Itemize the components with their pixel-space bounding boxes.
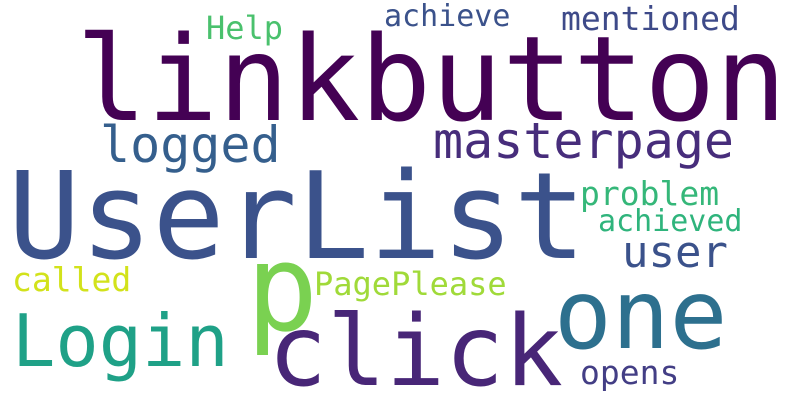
word-mentioned: mentioned: [561, 0, 740, 38]
word-linkbutton: linkbutton: [76, 10, 787, 148]
word-achieve: achieve: [384, 0, 511, 34]
word-opens: opens: [580, 353, 680, 392]
word-called: called: [12, 260, 132, 299]
word-userlist: UserList: [8, 148, 586, 287]
word-click: click: [268, 295, 564, 400]
word-login: Login: [12, 299, 229, 383]
word-achieved: achieved: [598, 204, 743, 239]
word-p: p: [246, 220, 319, 359]
word-user: user: [622, 227, 728, 278]
word-logged: logged: [100, 116, 281, 174]
word-one: one: [554, 259, 728, 371]
word-masterpage: masterpage: [433, 112, 735, 170]
word-help: Help: [206, 9, 284, 47]
word-pageplease: PagePlease: [314, 265, 507, 303]
word-problem: problem: [580, 174, 720, 213]
